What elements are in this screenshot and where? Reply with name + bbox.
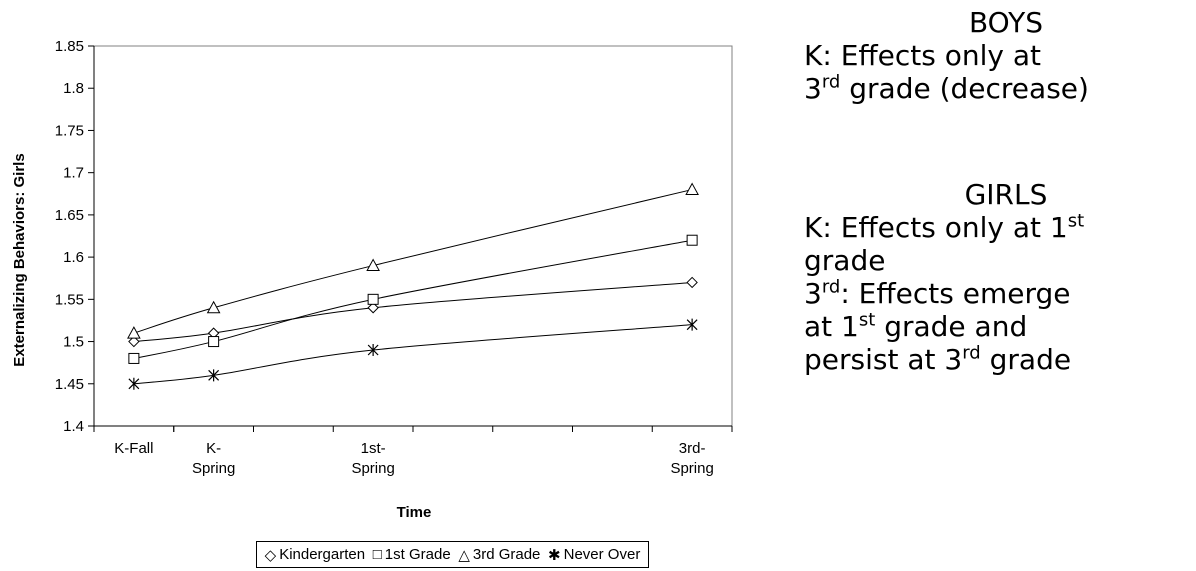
data-point xyxy=(127,326,141,339)
girls-3rd-line-2-sup: st xyxy=(858,309,876,331)
y-tick-label: 1.75 xyxy=(55,122,84,139)
x-tick-label: K-Fall xyxy=(114,440,153,457)
legend-item-never-over: ✱ Never Over xyxy=(548,546,640,564)
data-point xyxy=(686,276,698,289)
y-axis: 1.4 1.45 1.5 1.55 1.6 1.65 1.7 1.75 1.8 1.85 xyxy=(55,38,95,435)
y-tick-label: 1.85 xyxy=(55,38,84,55)
legend-symbol: □ xyxy=(372,546,382,563)
legend-symbol: ◇ xyxy=(264,546,277,564)
x-axis-title: Time xyxy=(397,504,432,521)
legend-label: Never Over xyxy=(563,546,641,563)
legend-item-kindergarten: ◇ Kindergarten xyxy=(265,546,365,564)
series-line xyxy=(133,239,693,359)
y-tick-label: 1.45 xyxy=(55,376,84,393)
girls-3rd-line-3-b: grade xyxy=(980,343,1072,376)
data-point xyxy=(686,318,698,331)
notes-panel: BOYS K: Effects only at 3rd grade (decre… xyxy=(804,0,1196,376)
girls-3rd-line-3: persist at 3rd grade xyxy=(804,343,1196,376)
plot-area xyxy=(93,45,733,427)
data-point xyxy=(685,182,699,196)
y-tick-label: 1.55 xyxy=(55,291,84,308)
x-tick-label-line: 1st- xyxy=(361,440,386,457)
y-tick-label: 1.6 xyxy=(63,249,84,266)
chart-legend: ◇ Kindergarten □ 1st Grade △ 3rd Grade ✱ Never … xyxy=(256,541,649,568)
data-point xyxy=(128,377,140,390)
girls-3rd-line-2: at 1st grade and xyxy=(804,310,1196,343)
data-point xyxy=(367,293,379,305)
boys-k-line-2-a: 3 xyxy=(804,72,822,105)
x-tick-label: 1st- Spring xyxy=(351,440,394,477)
data-point xyxy=(208,369,220,382)
legend-label: 3rd Grade xyxy=(472,546,541,563)
girls-k-line-2: grade xyxy=(804,244,886,277)
data-point xyxy=(128,335,140,348)
boys-k-line-1: K: Effects only at xyxy=(804,39,1042,72)
y-axis-title: Externalizing Behaviors: Girls xyxy=(11,153,28,366)
data-point xyxy=(128,352,140,364)
boys-k-line-2-b: grade (decrease) xyxy=(840,72,1089,105)
data-point xyxy=(367,344,379,356)
y-tick-label: 1.8 xyxy=(63,80,84,97)
x-tick-label-line: 3rd- xyxy=(679,440,706,457)
line-chart: 1.4 1.45 1.5 1.55 1.6 1.65 1.7 1.75 1.8 1.85 K-Fa… xyxy=(11,38,733,521)
legend-item-3rd-grade: △ 3rd Grade xyxy=(458,546,540,564)
y-tick-label: 1.4 xyxy=(63,418,84,435)
girls-k-line-1-sup: st xyxy=(1067,210,1085,232)
series-kindergarten xyxy=(128,276,698,348)
girls-k-line-1: K: Effects only at 1st xyxy=(804,211,1196,244)
girls-3rd-line-3-sup: rd xyxy=(962,342,981,364)
boys-k-line-2-sup: rd xyxy=(821,71,841,93)
x-tick-label-line: K-Fall xyxy=(114,440,153,457)
x-tick-label-line: Spring xyxy=(351,460,394,477)
girls-k-line-1-a: K: Effects only at 1 xyxy=(804,211,1068,244)
data-point xyxy=(686,234,698,246)
data-point xyxy=(366,258,380,272)
data-point xyxy=(208,336,220,348)
x-axis: K-Fall K- Spring 1st- Spring 3rd- Spring xyxy=(93,425,733,477)
girls-3rd-line-3-a: persist at 3 xyxy=(804,343,963,376)
girls-3rd-line-1-sup: rd xyxy=(821,276,841,298)
girls-3rd-line-2-a: at 1 xyxy=(804,310,859,343)
x-tick-label-line: Spring xyxy=(670,460,713,477)
boys-k-line-2: 3rd grade (decrease) xyxy=(804,72,1196,105)
series-layer xyxy=(127,182,699,390)
y-tick-label: 1.65 xyxy=(55,207,84,224)
boys-heading: BOYS xyxy=(968,6,1044,39)
plot-border xyxy=(93,45,733,427)
series-line xyxy=(133,281,693,343)
x-tick-label-line: Spring xyxy=(192,460,235,477)
data-point xyxy=(206,300,221,314)
series-line xyxy=(133,324,693,385)
legend-label: Kindergarten xyxy=(279,546,366,563)
girls-heading: GIRLS xyxy=(964,178,1048,211)
legend-symbol: △ xyxy=(458,546,470,564)
girls-3rd-line-2-b: grade and xyxy=(875,310,1028,343)
girls-3rd-line-1-b: : Effects emerge xyxy=(840,277,1071,310)
series-1st-grade xyxy=(128,234,698,364)
legend-label: 1st Grade xyxy=(384,546,451,563)
data-point xyxy=(367,302,379,314)
series-never-over xyxy=(128,318,698,390)
series-3rd-grade xyxy=(127,182,699,339)
y-tick-label: 1.7 xyxy=(63,165,84,182)
legend-item-1st-grade: □ 1st Grade xyxy=(373,546,451,563)
girls-3rd-line-1: 3rd: Effects emerge xyxy=(804,277,1196,310)
x-tick-label-line: K- xyxy=(206,440,221,457)
x-tick-label: 3rd- Spring xyxy=(670,440,713,477)
girls-3rd-line-1-a: 3 xyxy=(804,277,822,310)
series-line xyxy=(133,189,693,334)
legend-symbol: ✱ xyxy=(548,546,561,564)
y-tick-label: 1.5 xyxy=(63,334,84,351)
x-tick-label: K- Spring xyxy=(192,440,235,477)
